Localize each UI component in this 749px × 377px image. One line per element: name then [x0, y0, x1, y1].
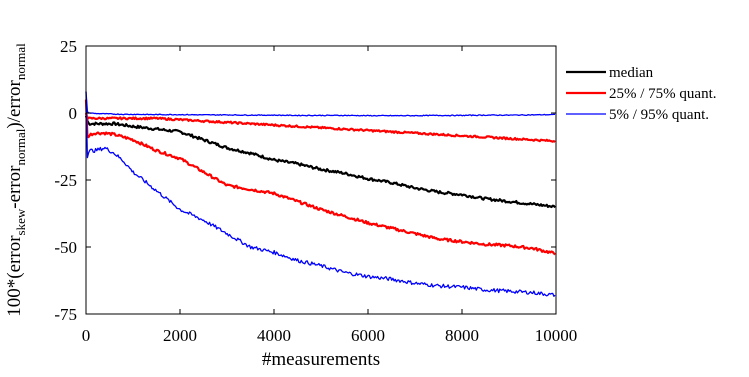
x-tick-label-2: 4000 — [257, 326, 291, 345]
legend: median 25% / 75% quant. 5% / 95% quant. — [566, 65, 716, 123]
y-axis-label-sub-skew: skew — [13, 208, 28, 235]
x-tick-label-0: 0 — [82, 326, 91, 345]
y-axis-label-sub-normal-2: normal — [13, 43, 28, 80]
series-line-0 — [84, 115, 556, 209]
series-line-3 — [85, 91, 556, 297]
y-axis-label: 100*(errorskew-errornormal)/errornormal — [4, 43, 28, 317]
series-line-4 — [85, 91, 556, 117]
x-tick-label-3: 6000 — [351, 326, 385, 345]
series-line-1 — [84, 99, 556, 256]
x-axis-label: #measurements — [262, 349, 380, 370]
y-axis-label-middle: -error — [4, 165, 25, 209]
y-tick-label-0: 25 — [60, 37, 77, 56]
x-tick-label-5: 10000 — [535, 326, 578, 345]
legend-label-1: 25% / 75% quant. — [609, 86, 716, 102]
y-tick-label-4: -75 — [54, 305, 77, 324]
y-tick-label-2: -25 — [54, 171, 77, 190]
x-tick-label-4: 8000 — [445, 326, 479, 345]
y-axis-label-sub-normal: normal — [13, 128, 28, 165]
plot-area-frame — [85, 45, 557, 315]
axis-ticks: 0 2000 4000 6000 8000 10000 25 0 -25 -50 -75 — [54, 37, 577, 345]
y-tick-label-3: -50 — [54, 238, 77, 257]
legend-label-0: median — [609, 65, 654, 81]
x-tick-label-1: 2000 — [163, 326, 197, 345]
y-axis-label-suffix: )/error — [4, 79, 25, 128]
series-layer — [84, 91, 556, 297]
y-axis-label-prefix: 100*(error — [4, 235, 25, 317]
legend-label-2: 5% / 95% quant. — [609, 107, 709, 123]
y-tick-label-1: 0 — [69, 104, 78, 123]
series-line-2 — [84, 112, 556, 143]
